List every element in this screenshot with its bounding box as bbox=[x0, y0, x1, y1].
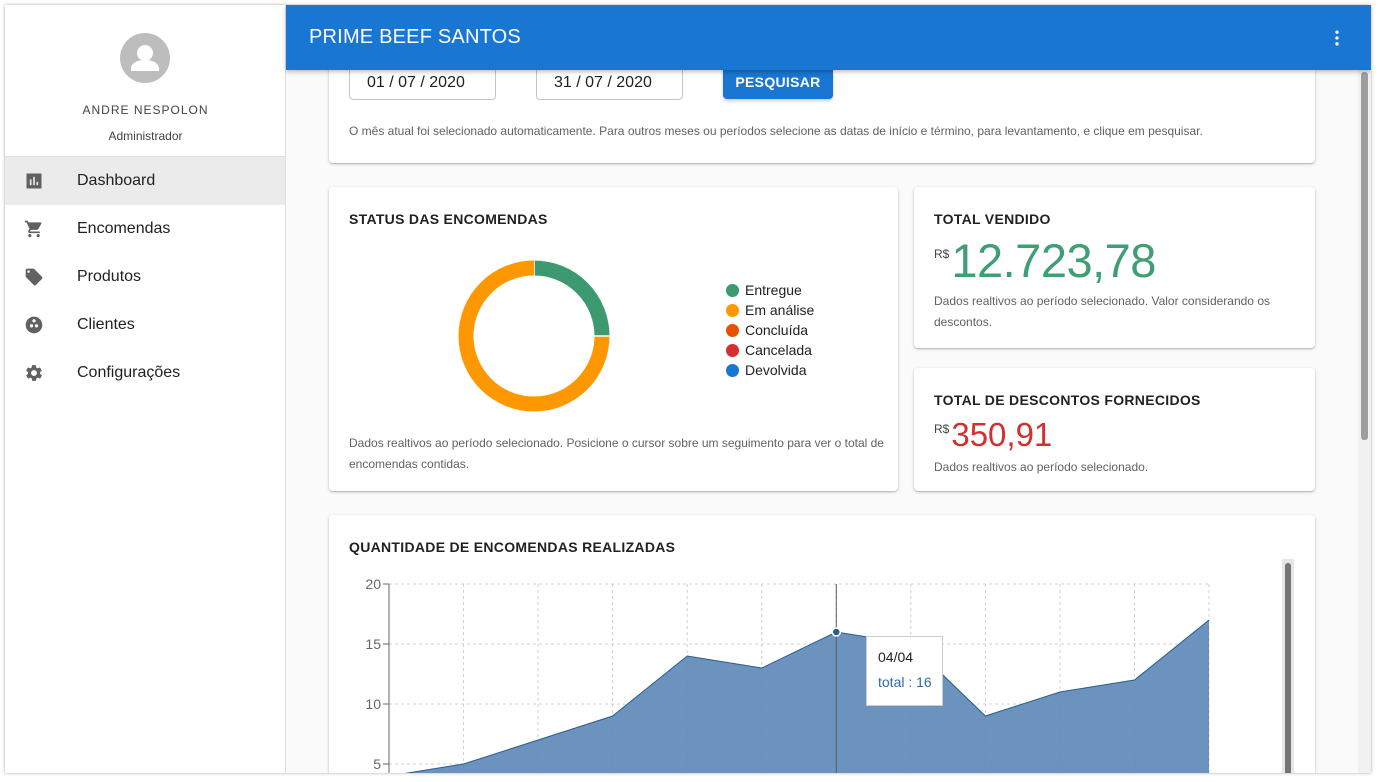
sidebar-item-produtos[interactable]: Produtos bbox=[5, 253, 285, 301]
page-scrollbar[interactable] bbox=[1358, 70, 1371, 773]
person-icon bbox=[131, 45, 159, 71]
total-discounts-caption: Dados realtivos ao período selecionado. bbox=[934, 460, 1149, 474]
legend-dot bbox=[726, 343, 739, 357]
cart-icon bbox=[23, 218, 45, 240]
tag-icon bbox=[23, 266, 45, 288]
sidebar: ANDRE NESPOLON Administrador Dashboard E… bbox=[5, 5, 286, 773]
orders-area-chart[interactable]: 5 10 15 20 bbox=[349, 565, 1249, 773]
status-caption: Dados realtivos ao período selecionado. … bbox=[349, 436, 884, 471]
avatar[interactable] bbox=[120, 33, 170, 83]
status-legend: Entregue Em análise Concluída Cancelada … bbox=[726, 280, 814, 380]
total-discounts-card: TOTAL DE DESCONTOS FORNECIDOS R$ 350,91 … bbox=[914, 368, 1315, 491]
card-title: QUANTIDADE DE ENCOMENDAS REALIZADAS bbox=[349, 539, 676, 555]
chart-scrollbar-thumb[interactable] bbox=[1285, 563, 1291, 773]
app-bar: PRIME BEEF SANTOS bbox=[286, 5, 1371, 70]
legend-label: Em análise bbox=[745, 302, 815, 318]
card-title: TOTAL VENDIDO bbox=[934, 211, 1051, 227]
legend-label: Concluída bbox=[745, 322, 809, 338]
sidebar-item-label: Produtos bbox=[77, 268, 142, 285]
legend-label: Entregue bbox=[745, 282, 802, 298]
face-icon bbox=[23, 314, 45, 336]
sidebar-item-label: Configurações bbox=[77, 364, 181, 381]
user-profile: ANDRE NESPOLON Administrador bbox=[5, 5, 285, 157]
sidebar-item-label: Encomendas bbox=[77, 220, 171, 237]
sidebar-item-clientes[interactable]: Clientes bbox=[5, 301, 285, 349]
legend-label: Cancelada bbox=[745, 342, 812, 358]
total-discounts-value: 350,91 bbox=[951, 416, 1053, 453]
active-data-point[interactable] bbox=[831, 627, 842, 637]
chart-scrollbar[interactable] bbox=[1282, 559, 1294, 773]
legend-item[interactable]: Concluída bbox=[726, 320, 814, 340]
user-role: Administrador bbox=[108, 129, 183, 143]
sidebar-item-encomendas[interactable]: Encomendas bbox=[5, 205, 285, 253]
order-status-card: STATUS DAS ENCOMENDAS Entregue Em anális… bbox=[329, 187, 898, 491]
total-discounts-amount: R$ 350,91 bbox=[934, 416, 1053, 453]
y-tick-label: 10 bbox=[365, 696, 381, 712]
app-title: PRIME BEEF SANTOS bbox=[309, 26, 521, 48]
tooltip-date: 04/04 bbox=[878, 649, 914, 665]
tooltip-value: total : 16 bbox=[878, 674, 932, 690]
legend-dot bbox=[726, 363, 739, 377]
card-title: TOTAL DE DESCONTOS FORNECIDOS bbox=[934, 392, 1201, 408]
legend-dot bbox=[726, 303, 739, 317]
total-sold-card: TOTAL VENDIDO R$ 12.723,78 Dados realtiv… bbox=[914, 187, 1315, 348]
legend-item[interactable]: Em análise bbox=[726, 300, 814, 320]
currency-label: R$ bbox=[934, 422, 950, 436]
legend-dot bbox=[726, 323, 739, 337]
more-menu-button[interactable] bbox=[1325, 26, 1349, 50]
total-sold-value: 12.723,78 bbox=[951, 234, 1156, 287]
legend-item[interactable]: Entregue bbox=[726, 280, 814, 300]
bar-chart-icon bbox=[23, 170, 45, 192]
gear-icon bbox=[23, 362, 45, 384]
y-tick-label: 20 bbox=[365, 576, 381, 592]
y-tick-label: 15 bbox=[365, 636, 381, 652]
area-series-line bbox=[404, 619, 1210, 773]
user-name: ANDRE NESPOLON bbox=[82, 103, 209, 117]
end-date-field[interactable]: 31 / 07 / 2020 bbox=[536, 65, 683, 100]
donut-slice-em-análise[interactable] bbox=[458, 260, 610, 412]
orders-chart-card: QUANTIDADE DE ENCOMENDAS REALIZADAS 5 10 1… bbox=[329, 515, 1315, 773]
legend-item[interactable]: Cancelada bbox=[726, 340, 814, 360]
card-title: STATUS DAS ENCOMENDAS bbox=[349, 211, 548, 227]
currency-label: R$ bbox=[934, 247, 950, 261]
search-button[interactable]: PESQUISAR bbox=[723, 65, 833, 99]
sidebar-nav: Dashboard Encomendas Produtos Clientes bbox=[5, 157, 285, 397]
sidebar-item-label: Clientes bbox=[77, 316, 135, 333]
start-date-field[interactable]: 01 / 07 / 2020 bbox=[349, 65, 496, 100]
legend-dot bbox=[726, 283, 739, 297]
period-caption: O mês atual foi selecionado automaticame… bbox=[349, 124, 1203, 138]
total-sold-caption: Dados realtivos ao período selecionado. … bbox=[934, 294, 1270, 329]
sidebar-item-dashboard[interactable]: Dashboard bbox=[5, 157, 285, 205]
chart-tooltip: 04/04 total : 16 bbox=[866, 636, 943, 706]
legend-label: Devolvida bbox=[745, 362, 807, 378]
more-vert-icon bbox=[1335, 30, 1339, 45]
status-donut-chart[interactable] bbox=[449, 251, 619, 421]
sidebar-item-label: Dashboard bbox=[77, 172, 156, 189]
app-window: ANDRE NESPOLON Administrador Dashboard E… bbox=[5, 5, 1371, 773]
page-scrollbar-thumb[interactable] bbox=[1361, 72, 1368, 440]
total-sold-amount: R$ 12.723,78 bbox=[934, 234, 1156, 287]
donut-slice-entregue[interactable] bbox=[533, 260, 610, 337]
sidebar-item-configuracoes[interactable]: Configurações bbox=[5, 349, 285, 397]
area-series[interactable] bbox=[389, 620, 1209, 773]
y-tick-label: 5 bbox=[373, 756, 381, 772]
legend-item[interactable]: Devolvida bbox=[726, 360, 814, 380]
